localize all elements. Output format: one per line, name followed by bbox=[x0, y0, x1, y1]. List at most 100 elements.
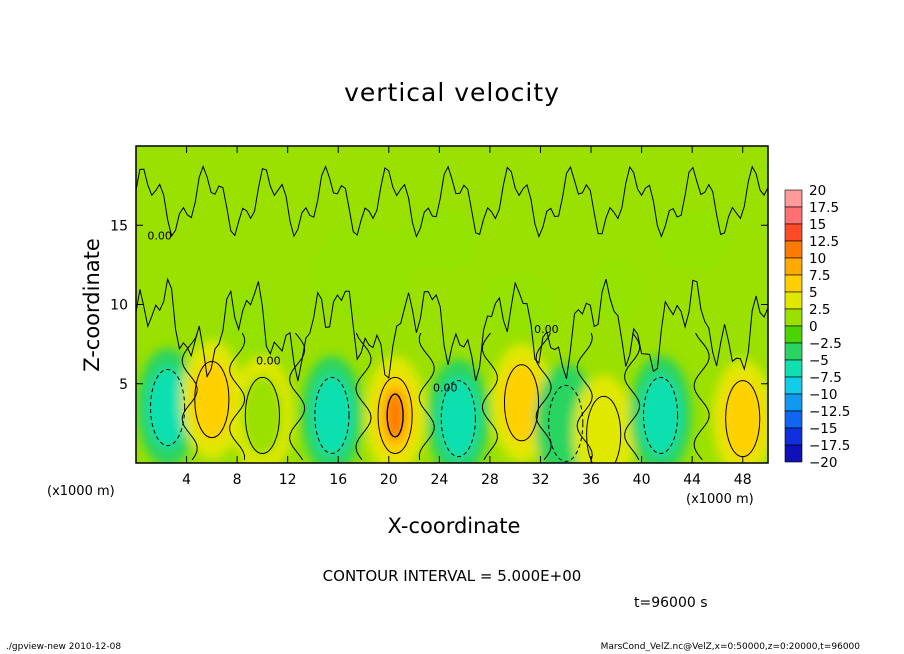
x-tick-label: 28 bbox=[481, 472, 499, 488]
x-tick-label: 44 bbox=[683, 472, 701, 488]
texture-blob bbox=[654, 209, 731, 273]
time-label: t=96000 s bbox=[634, 595, 708, 611]
colorbar-label: 0 bbox=[809, 319, 818, 335]
velocity-cell bbox=[241, 375, 283, 456]
zero-contour-vertical bbox=[229, 332, 246, 460]
contour-ring bbox=[314, 376, 350, 454]
x-unit-label-right: (x1000 m) bbox=[686, 492, 754, 507]
contour-ring bbox=[244, 376, 280, 454]
velocity-cell bbox=[311, 375, 353, 456]
zero-contour-vertical bbox=[418, 332, 435, 460]
colorbar-label: 15 bbox=[809, 217, 826, 233]
zero-contour-vertical bbox=[289, 332, 306, 461]
texture-blob bbox=[591, 256, 642, 321]
colorbar-segment bbox=[784, 223, 803, 242]
colorbar-segment bbox=[784, 359, 803, 378]
velocity-cell bbox=[437, 378, 479, 460]
x-tick-label: 16 bbox=[329, 472, 347, 488]
colorbar-segment bbox=[784, 206, 803, 225]
colorbar-label: 2.5 bbox=[809, 302, 830, 318]
colorbar-label: −15 bbox=[809, 421, 838, 437]
x-tick-label: 36 bbox=[582, 472, 600, 488]
x-tick-label: 20 bbox=[380, 472, 398, 488]
colorbar-segment bbox=[784, 410, 803, 429]
colorbar-label: −7.5 bbox=[809, 370, 842, 386]
zero-contour-vertical bbox=[535, 332, 552, 461]
colorbar: 2017.51512.5107.552.50−2.5−5−7.5−10−12.5… bbox=[784, 183, 850, 471]
contour-ring-inner bbox=[386, 393, 404, 438]
zero-contour-vertical bbox=[481, 332, 498, 461]
zero-contour bbox=[136, 277, 768, 382]
contour-ring bbox=[440, 380, 476, 458]
zero-contour-vertical bbox=[181, 332, 198, 461]
colorbar-segment bbox=[784, 444, 803, 463]
colorbar-segment bbox=[784, 393, 803, 412]
zero-contour-vertical bbox=[576, 332, 593, 460]
contour-lines bbox=[136, 164, 768, 463]
colorbar-label: −2.5 bbox=[809, 336, 842, 352]
zero-contour-vertical bbox=[355, 332, 372, 461]
velocity-cell-core bbox=[384, 389, 406, 442]
contour-ring bbox=[377, 376, 413, 454]
heatmap-plot-area: 0.00 0.00 0.00 0.00 bbox=[136, 146, 768, 463]
velocity-cell bbox=[640, 375, 682, 456]
colorbar-label: 12.5 bbox=[809, 234, 839, 250]
velocity-cell bbox=[583, 394, 625, 463]
colorbar-segment bbox=[784, 427, 803, 446]
y-tick-label: 5 bbox=[119, 377, 128, 393]
contour-interval-text: CONTOUR INTERVAL = 5.000E+00 bbox=[322, 567, 582, 585]
x-tick-label: 32 bbox=[532, 472, 550, 488]
colorbar-segment bbox=[784, 274, 803, 293]
x-tick-label: 48 bbox=[734, 472, 752, 488]
colorbar-label: −20 bbox=[809, 455, 838, 471]
colorbar-segment bbox=[784, 291, 803, 310]
velocity-cell bbox=[147, 367, 189, 448]
zero-contour-upper bbox=[136, 164, 768, 239]
colorbar-segment bbox=[784, 308, 803, 327]
colorbar-segment bbox=[784, 342, 803, 361]
texture-blob bbox=[312, 225, 415, 321]
footer-program-info: ./gpview-new 2010-12-08 bbox=[6, 642, 122, 652]
contour-label: 0.00 bbox=[147, 230, 172, 243]
velocity-cell bbox=[191, 359, 233, 441]
contour-ring bbox=[150, 368, 186, 447]
colorbar-label: 5 bbox=[809, 285, 818, 301]
colorbar-label: 17.5 bbox=[809, 200, 839, 216]
colorbar-label: −10 bbox=[809, 387, 838, 403]
colorbar-label: 10 bbox=[809, 251, 826, 267]
zero-contour-vertical bbox=[693, 332, 710, 461]
zero-contour-vertical bbox=[624, 332, 641, 461]
colorbar-segment bbox=[784, 189, 803, 208]
colorbar-segment bbox=[784, 240, 803, 259]
contour-label: 0.00 bbox=[433, 382, 458, 395]
velocity-cell bbox=[501, 362, 542, 444]
colorbar-segment bbox=[784, 257, 803, 276]
y-axis-ticks: 5 10 15 bbox=[110, 218, 768, 393]
x-tick-label: 40 bbox=[633, 472, 651, 488]
velocity-cell bbox=[722, 378, 764, 460]
x-tick-label: 12 bbox=[279, 472, 297, 488]
y-tick-label: 10 bbox=[110, 298, 128, 314]
footer-file-info: MarsCond_VelZ.nc@VelZ,x=0:50000,z=0:2000… bbox=[600, 642, 860, 652]
chart-title: vertical velocity bbox=[344, 78, 560, 107]
colorbar-label: 7.5 bbox=[809, 268, 830, 284]
x-unit-label-left: (x1000 m) bbox=[47, 484, 115, 499]
contour-ring bbox=[642, 376, 679, 454]
y-tick-label: 15 bbox=[110, 218, 128, 234]
contour-ring bbox=[194, 361, 230, 439]
x-tick-label: 8 bbox=[233, 472, 242, 488]
contour-label: 0.00 bbox=[256, 355, 281, 368]
x-tick-label: 4 bbox=[182, 472, 191, 488]
texture-blob bbox=[477, 272, 554, 337]
texture-blob bbox=[401, 209, 478, 273]
x-tick-label: 24 bbox=[430, 472, 448, 488]
contour-ring bbox=[548, 384, 584, 462]
colorbar-label: −17.5 bbox=[809, 438, 850, 454]
x-axis-ticks: 4 8 12 16 20 24 28 32 36 40 44 48 bbox=[182, 146, 752, 488]
colorbar-segment bbox=[784, 325, 803, 344]
colorbar-label: −5 bbox=[809, 353, 829, 369]
contour-label: 0.00 bbox=[534, 323, 559, 336]
contour-ring bbox=[503, 364, 540, 442]
contour-ring bbox=[586, 395, 622, 463]
